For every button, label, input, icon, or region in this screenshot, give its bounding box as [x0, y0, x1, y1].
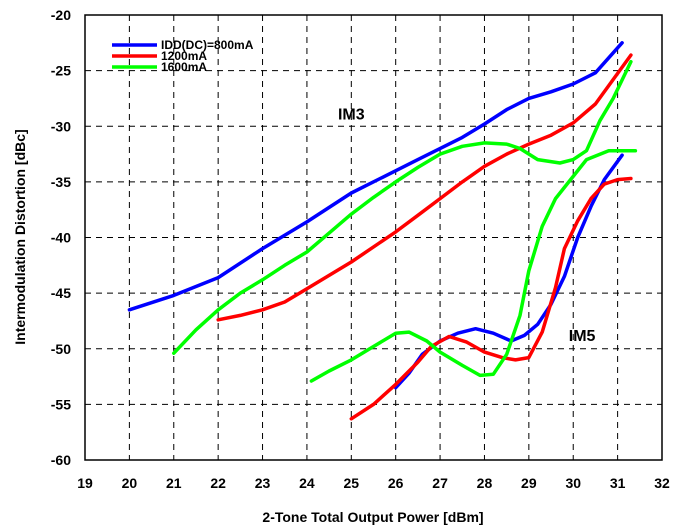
y-axis-title: Intermodulation Distortion [dBc] [12, 129, 28, 344]
series-line-im3-1 [216, 53, 633, 322]
annotation-im5: IM5 [569, 328, 596, 345]
x-tick-label: 30 [565, 475, 581, 491]
series-line-im5-4 [349, 176, 633, 421]
y-tick-label: -40 [51, 230, 71, 246]
x-tick-label: 21 [166, 475, 182, 491]
y-tick-label: -30 [51, 118, 71, 134]
x-tick-label: 31 [610, 475, 626, 491]
y-tick-label: -25 [51, 63, 71, 79]
x-tick-label: 32 [654, 475, 670, 491]
y-tick-label: -35 [51, 174, 71, 190]
x-tick-label: 27 [432, 475, 448, 491]
y-tick-label: -20 [51, 7, 71, 23]
series-line-im5-5 [309, 148, 638, 383]
x-tick-label: 20 [122, 475, 138, 491]
plot-frame [84, 14, 663, 461]
x-tick-label: 26 [388, 475, 404, 491]
y-tick-label: -45 [51, 285, 71, 301]
x-tick-label: 28 [477, 475, 493, 491]
legend-label: 1200mA [161, 49, 207, 63]
y-tick-labels: -20 -25 -30 -35 -40 -45 -50 -55 -60 [51, 7, 71, 468]
y-tick-label: -60 [51, 452, 71, 468]
y-tick-label: -50 [51, 341, 71, 357]
x-tick-label: 23 [255, 475, 271, 491]
legend-label: 1600mA [161, 60, 207, 74]
x-tick-label: 25 [344, 475, 360, 491]
legend-label: IDD(DC)=800mA [161, 38, 254, 52]
annotation-im3: IM3 [338, 107, 365, 124]
x-tick-label: 24 [299, 475, 315, 491]
x-tick-label: 19 [77, 475, 93, 491]
series-lines [127, 41, 638, 421]
y-tick-label: -55 [51, 396, 71, 412]
series-line-im3-2 [172, 59, 633, 355]
x-tick-label: 29 [521, 475, 537, 491]
x-tick-labels: 19 20 21 22 23 24 25 26 27 28 29 30 31 32 [77, 475, 670, 491]
annotations: IM3 IM5 [338, 107, 596, 345]
x-axis-title: 2-Tone Total Output Power [dBm] [262, 509, 483, 525]
series-line-im3-0 [127, 41, 624, 312]
x-tick-label: 22 [210, 475, 226, 491]
